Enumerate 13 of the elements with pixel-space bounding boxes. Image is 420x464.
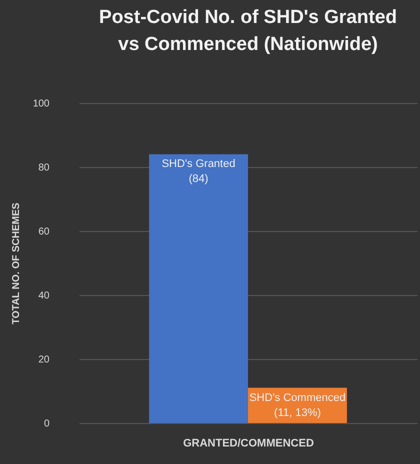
y-tick-label: 40	[38, 290, 50, 302]
data-label: (11, 13%)	[274, 406, 321, 419]
series-label: SHD's Granted	[162, 158, 236, 170]
x-axis-title: GRANTED/COMMENCED	[183, 438, 314, 450]
chart-title: Post-Covid No. of SHD's Granted vs Commenced (Nationwide)	[99, 7, 397, 55]
y-tick-label: 60	[38, 226, 50, 238]
series-label: SHD's Commenced	[249, 392, 346, 404]
data-label: (84)	[188, 173, 208, 186]
y-tick-label: 20	[38, 354, 50, 366]
y-tick-label: 0	[44, 418, 50, 430]
y-tick-label: 80	[38, 162, 50, 174]
y-tick-label: 100	[32, 98, 50, 110]
y-axis-title: TOTAL NO. OF SCHEMES	[10, 202, 22, 324]
